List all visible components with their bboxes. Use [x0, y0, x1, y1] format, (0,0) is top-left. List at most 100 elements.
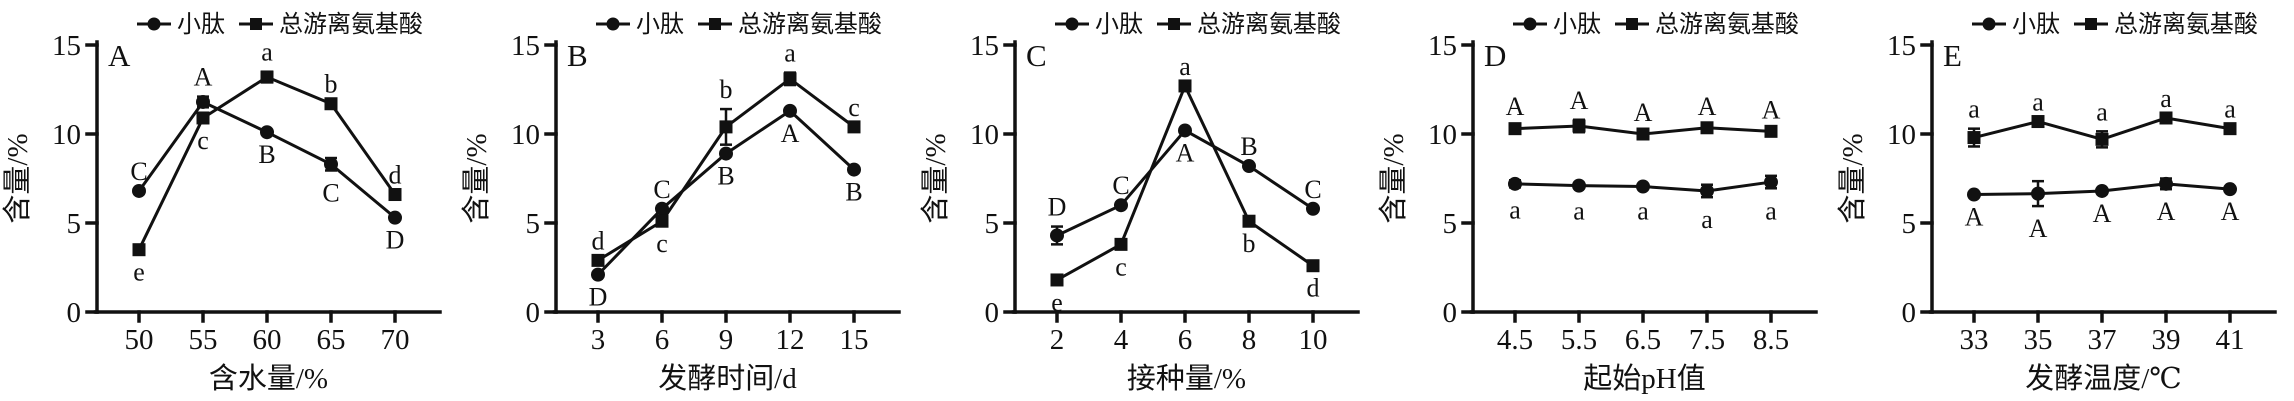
x-tick-label: 70 — [381, 324, 410, 356]
x-tick-label: 10 — [1298, 324, 1327, 356]
y-tick-label: 15 — [1428, 30, 1457, 62]
sig-label: a — [1179, 52, 1191, 81]
data-point-circle — [1967, 187, 1982, 202]
sig-label: C — [653, 175, 670, 204]
x-tick-label: 2 — [1049, 324, 1064, 356]
data-point-square — [1636, 127, 1650, 141]
data-point-circle — [1305, 201, 1320, 216]
legend-label: 小肽 — [2012, 11, 2060, 38]
sig-label: a — [1968, 95, 1980, 124]
sig-label: D — [588, 283, 607, 312]
sig-label: A — [1506, 92, 1525, 121]
sig-label: a — [2160, 84, 2172, 113]
sig-label: d — [1306, 274, 1319, 303]
y-tick-label: 10 — [970, 119, 999, 151]
x-tick-label: 65 — [317, 324, 346, 356]
legend: 小肽 总游离氨基酸 — [136, 11, 423, 38]
data-point-square — [1178, 79, 1192, 93]
sig-label: C — [322, 178, 339, 207]
legend-marker-circle-icon — [147, 17, 161, 31]
legend-label: 总游离氨基酸 — [2114, 11, 2258, 38]
sig-label: d — [388, 161, 401, 190]
legend-label: 总游离氨基酸 — [738, 11, 882, 38]
data-point-square — [1050, 273, 1064, 287]
sig-label: A — [2093, 199, 2112, 228]
sig-label: b — [324, 70, 337, 99]
data-point-square — [1700, 121, 1714, 135]
data-point-square — [196, 111, 210, 125]
x-tick-label: 4 — [1113, 324, 1128, 356]
y-tick-label: 15 — [970, 30, 999, 62]
series-amino-acid: e c a b d — [1050, 52, 1320, 317]
series-peptide: D C B A B — [588, 103, 862, 312]
x-tick-label: 8.5 — [1753, 324, 1789, 356]
sig-label: A — [1698, 92, 1717, 121]
sig-label: a — [1766, 196, 1778, 225]
sig-label: A — [1175, 138, 1194, 167]
x-tick-label: 5.5 — [1561, 324, 1597, 356]
legend-marker-square-icon — [708, 18, 721, 31]
sig-label: c — [656, 229, 668, 258]
sig-label: B — [717, 162, 734, 191]
y-tick-label: 5 — [525, 208, 540, 240]
axes — [1920, 40, 2277, 323]
sig-label: A — [780, 119, 799, 148]
data-point-circle — [1764, 175, 1779, 190]
data-point-circle — [2159, 176, 2174, 191]
series-peptide: C A B C D — [130, 63, 404, 255]
y-tick-label: 5 — [1443, 208, 1458, 240]
legend-label: 总游离氨基酸 — [1655, 11, 1799, 38]
x-tick-label: 37 — [2088, 324, 2117, 356]
sig-label: a — [1702, 205, 1714, 234]
y-tick-label: 10 — [1887, 119, 1916, 151]
data-point-square — [591, 253, 605, 267]
x-axis-title: 含水量/% — [209, 362, 328, 395]
y-axis-title: 含量/% — [1377, 133, 1410, 223]
data-point-square — [324, 97, 338, 111]
chart-panel-b: 0 5 10 15 3 6 9 12 15 发酵时间/d 含量/% B 小肽 总游离氨基酸 D C B A Bd c b… — [460, 11, 901, 395]
data-point-circle — [782, 103, 797, 118]
chart-panel-a: 0 5 10 15 50 55 60 65 70 含水量/% 含量/% A 小肽 总游离氨基酸 C A B C De… — [1, 11, 442, 395]
data-point-square — [1306, 259, 1320, 273]
x-tick-label: 41 — [2216, 324, 2245, 356]
x-axis-title: 起始pH值 — [1584, 362, 1706, 395]
data-point-circle — [1113, 198, 1128, 213]
sig-label: D — [1047, 193, 1066, 222]
legend-marker-circle-icon — [1065, 17, 1079, 31]
series-peptide: A AA A A — [1965, 176, 2240, 243]
data-point-circle — [2031, 186, 2046, 201]
y-tick-label: 10 — [1428, 119, 1457, 151]
y-tick-label: 5 — [1902, 208, 1917, 240]
sig-label: A — [1965, 203, 1984, 232]
sig-label: c — [848, 93, 860, 122]
data-point-square — [2159, 111, 2173, 125]
x-tick-label: 12 — [775, 324, 804, 356]
data-point-circle — [131, 183, 146, 198]
panel-letter: A — [108, 38, 131, 73]
sig-label: a — [1638, 196, 1650, 225]
sig-label: A — [1634, 98, 1653, 127]
x-tick-label: 60 — [253, 324, 282, 356]
sig-label: d — [591, 226, 604, 255]
data-point-square — [1764, 124, 1778, 138]
x-tick-label: 8 — [1241, 324, 1256, 356]
sig-label: a — [2224, 95, 2236, 124]
data-point-square — [1508, 122, 1522, 136]
legend: 小肽 总游离氨基酸 — [595, 11, 882, 38]
data-point-circle — [1049, 228, 1064, 243]
data-point-square — [1114, 237, 1128, 251]
sig-label: A — [2221, 197, 2240, 226]
chart-panel-c: 0 5 10 15 2 4 6 8 10 接种量/% 含量/% C 小肽 总游离氨基酸 D C A B Ce c a b d — [919, 11, 1360, 395]
y-axis-title: 含量/% — [919, 133, 952, 223]
axes — [1002, 40, 1360, 323]
panel-letter: D — [1484, 38, 1506, 73]
legend-marker-square-icon — [1167, 18, 1180, 31]
data-point-circle — [195, 94, 210, 109]
data-point-circle — [1241, 159, 1256, 174]
legend: 小肽 总游离氨基酸 — [1972, 11, 2258, 38]
data-point-square — [783, 72, 797, 86]
sig-label: a — [1574, 196, 1586, 225]
x-tick-label: 6.5 — [1625, 324, 1661, 356]
data-point-circle — [654, 201, 669, 216]
